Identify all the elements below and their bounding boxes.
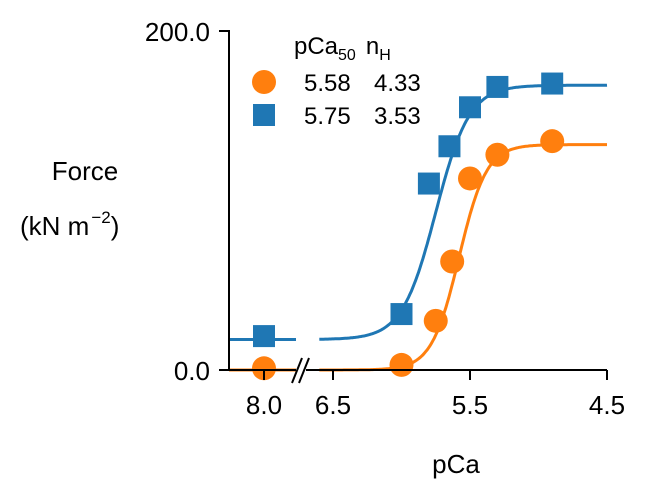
legend-marker-orange-circle — [252, 70, 276, 94]
x-tick-label-3: 4.5 — [589, 390, 625, 420]
axis-break-mark — [291, 357, 310, 384]
legend-nh-orange: 4.33 — [374, 70, 421, 97]
data-point-series1-2 — [417, 172, 440, 195]
data-point-series1-1 — [390, 303, 413, 326]
data-point-series0-5 — [485, 142, 510, 167]
y-axis-title-line2: (kN m −2) — [20, 208, 119, 241]
y-axis-title-line1: Force — [52, 156, 118, 186]
legend-pca50-blue: 5.75 — [304, 103, 351, 130]
data-point-series0-2 — [423, 308, 448, 333]
legend-nh-blue: 3.53 — [374, 103, 421, 130]
legend-header: pCa50 nH — [294, 33, 391, 64]
data-point-series1-0 — [253, 325, 275, 348]
y-tick-label-min: 0.0 — [174, 356, 210, 386]
data-point-series1-4 — [459, 96, 481, 119]
x-axis-title: pCa — [432, 449, 480, 479]
x-tick-label-2: 5.5 — [452, 390, 488, 420]
x-ticks: 8.0 6.5 5.5 4.5 — [246, 370, 625, 420]
data-point-series1-5 — [486, 75, 509, 98]
y-tick-label-max: 200.0 — [145, 17, 210, 47]
axes: 200.0 0.0 8.0 6.5 5.5 4.5 — [145, 17, 625, 420]
legend-marker-blue-square — [253, 104, 275, 126]
data-point-series0-0 — [252, 356, 276, 381]
data-point-series0-3 — [440, 249, 465, 274]
y-axis-title: Force (kN m −2) — [20, 156, 119, 241]
legend: pCa50 nH 5.58 4.33 5.75 3.53 — [252, 33, 421, 130]
fit-curve-1 — [319, 83, 608, 341]
data-point-series0-4 — [458, 166, 482, 191]
data-point-series1-6 — [541, 72, 564, 95]
data-point-series0-1 — [389, 352, 414, 377]
data-point-series0-6 — [540, 129, 565, 154]
x-tick-label-0: 8.0 — [246, 390, 282, 420]
data-markers — [252, 72, 565, 381]
x-tick-label-1: 6.5 — [315, 390, 351, 420]
data-point-series1-3 — [438, 135, 461, 158]
legend-pca50-orange: 5.58 — [304, 70, 351, 97]
